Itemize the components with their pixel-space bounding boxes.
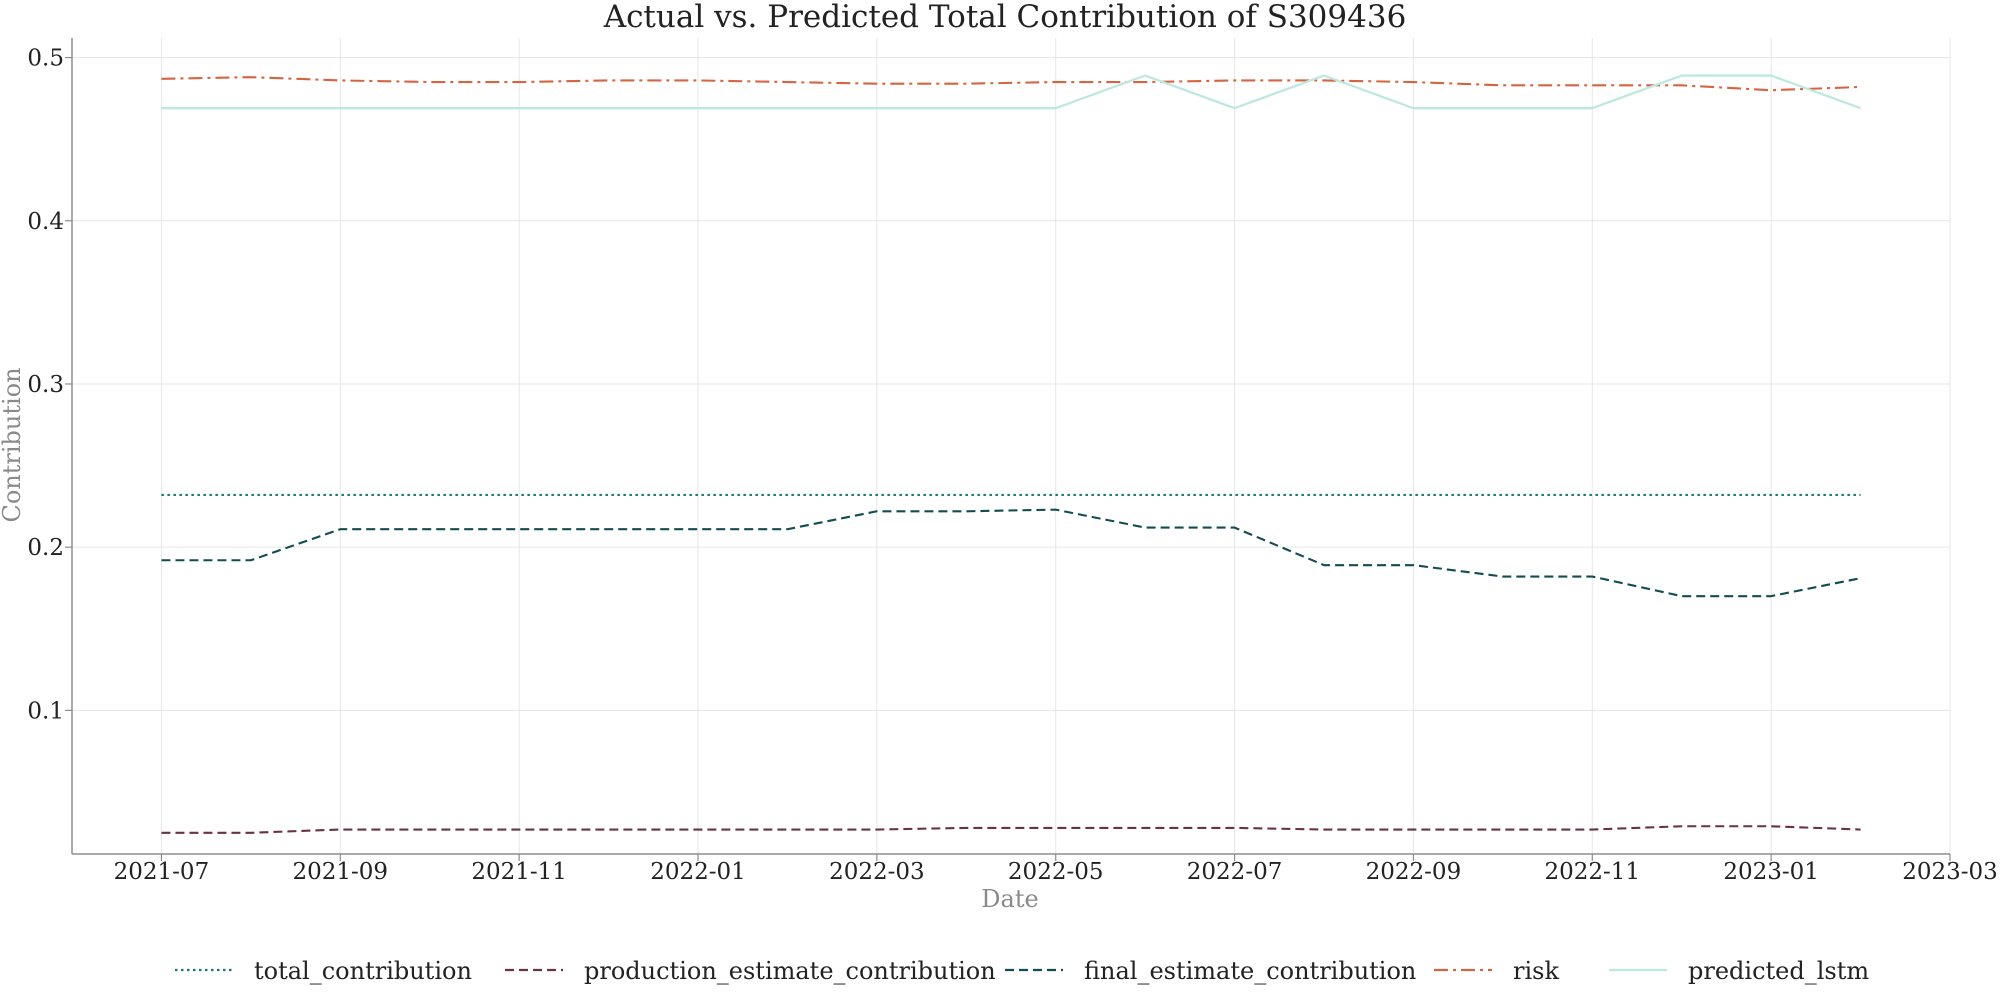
x-tick-label: 2022-03 bbox=[829, 859, 925, 885]
legend-item-final-estimate-contribution: final_estimate_contribution bbox=[1005, 957, 1416, 985]
legend-item-risk: risk bbox=[1434, 957, 1559, 985]
legend-item-total-contribution: total_contribution bbox=[175, 957, 472, 985]
chart-title: Actual vs. Predicted Total Contribution … bbox=[603, 0, 1407, 35]
x-tick-label: 2023-03 bbox=[1902, 859, 1998, 885]
x-tick-label: 2021-11 bbox=[471, 859, 567, 885]
series-line-predicted-lstm bbox=[161, 74, 1861, 110]
x-tick-label: 2022-01 bbox=[650, 859, 746, 885]
legend-item-production-estimate-contribution: production_estimate_contribution bbox=[505, 957, 996, 985]
y-axis-label: Contribution bbox=[0, 367, 26, 522]
series-layer bbox=[161, 74, 1861, 834]
legend-item-predicted-lstm: predicted_lstm bbox=[1609, 957, 1869, 985]
legend-label: final_estimate_contribution bbox=[1084, 957, 1416, 985]
legend-label: production_estimate_contribution bbox=[584, 957, 996, 985]
axes-layer bbox=[71, 38, 1950, 855]
x-tick-label: 2023-01 bbox=[1723, 859, 1819, 885]
x-tick-label: 2022-11 bbox=[1544, 859, 1640, 885]
ticks-layer: 2021-07 2021-09 2021-11 2022-01 2022-03 2022-… bbox=[27, 46, 1997, 885]
y-tick-label: 0.5 bbox=[27, 46, 64, 72]
x-axis-label: Date bbox=[981, 885, 1038, 913]
y-tick-label: 0.1 bbox=[27, 698, 64, 724]
y-tick-label: 0.2 bbox=[27, 535, 64, 561]
x-tick-label: 2022-07 bbox=[1187, 859, 1283, 885]
legend: total_contribution production_estimate_co… bbox=[175, 957, 1869, 985]
x-tick-label: 2021-07 bbox=[114, 859, 210, 885]
grid-layer bbox=[72, 38, 1951, 854]
x-tick-label: 2021-09 bbox=[292, 859, 388, 885]
legend-label: predicted_lstm bbox=[1688, 957, 1869, 985]
x-tick-label: 2022-09 bbox=[1366, 859, 1462, 885]
y-tick-label: 0.3 bbox=[27, 372, 64, 398]
x-tick-label: 2022-05 bbox=[1008, 859, 1104, 885]
series-line-final-estimate-contribution bbox=[161, 508, 1861, 598]
series-line-production-estimate-contribution bbox=[161, 825, 1861, 834]
legend-label: total_contribution bbox=[254, 957, 472, 985]
y-tick-label: 0.4 bbox=[27, 209, 64, 235]
series-line-risk bbox=[161, 76, 1861, 92]
legend-label: risk bbox=[1513, 957, 1559, 985]
